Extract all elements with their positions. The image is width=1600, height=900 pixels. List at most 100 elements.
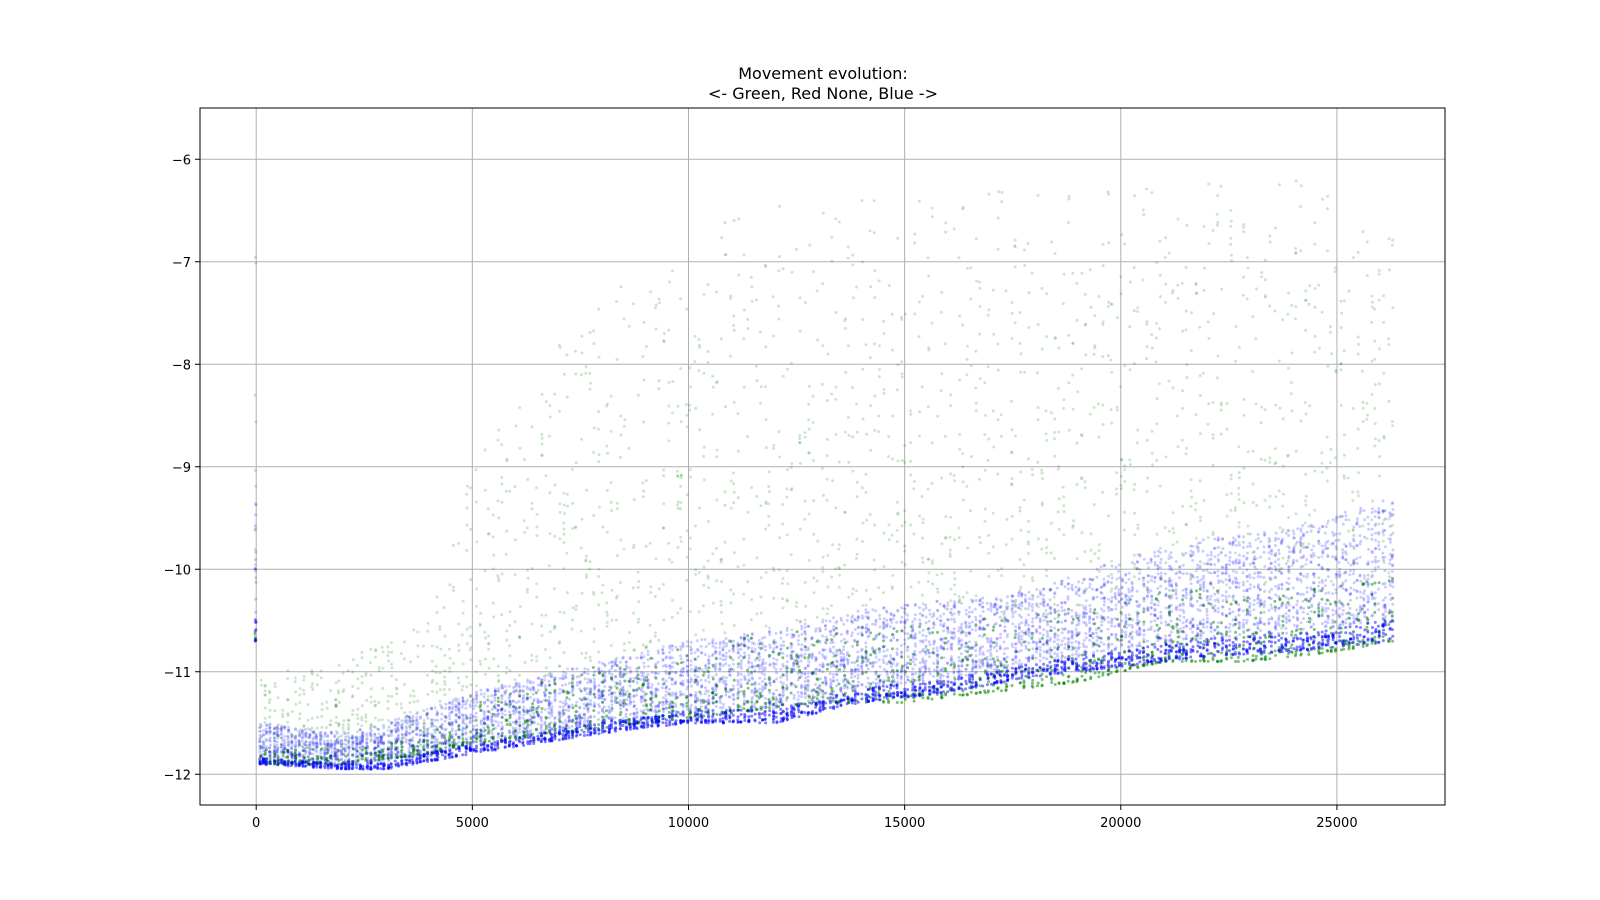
data-point (1075, 677, 1079, 681)
data-point (1339, 326, 1343, 330)
data-point (469, 693, 473, 697)
data-point (1176, 445, 1180, 449)
data-point (715, 712, 719, 716)
data-point (465, 523, 469, 527)
data-point (846, 256, 850, 260)
data-point (723, 631, 727, 635)
data-point (935, 573, 939, 577)
data-point (707, 666, 711, 670)
data-point (580, 334, 584, 338)
data-point (1211, 433, 1215, 437)
data-point (290, 734, 294, 737)
data-point (1067, 607, 1071, 611)
data-point (1115, 408, 1119, 412)
data-point (411, 746, 414, 750)
data-point (1290, 596, 1294, 600)
data-point (1010, 428, 1014, 432)
data-point (1000, 574, 1004, 578)
data-point (316, 715, 319, 719)
data-point (381, 650, 385, 654)
data-point (310, 685, 314, 689)
series-green (253, 179, 1395, 766)
data-point (469, 646, 473, 650)
data-point (430, 669, 434, 673)
data-point (1229, 209, 1233, 212)
data-point (1053, 417, 1057, 421)
data-point (525, 692, 529, 696)
data-point (1230, 259, 1234, 263)
data-point (732, 323, 736, 327)
data-point (901, 664, 904, 668)
data-point (1071, 342, 1075, 345)
data-point (1022, 685, 1026, 689)
data-point (953, 479, 957, 483)
data-point (720, 622, 724, 626)
data-point (1075, 483, 1079, 486)
data-point (451, 700, 454, 704)
data-point (1014, 629, 1017, 633)
data-point (369, 723, 373, 727)
data-point (547, 434, 551, 438)
data-point (334, 739, 338, 743)
data-point (1093, 346, 1097, 350)
data-point (342, 719, 346, 723)
data-point (439, 647, 443, 651)
data-point (834, 217, 838, 221)
data-point (996, 686, 1000, 690)
data-point (464, 750, 468, 754)
data-point (514, 424, 518, 428)
data-point (544, 474, 548, 478)
data-point (286, 743, 290, 747)
data-point (387, 719, 391, 722)
data-point (917, 580, 921, 584)
data-point (821, 570, 825, 573)
data-point (795, 605, 798, 609)
data-point (360, 675, 364, 678)
data-point (777, 430, 781, 434)
data-point (272, 732, 276, 736)
data-point (1115, 405, 1119, 409)
data-point (781, 656, 785, 660)
data-point (986, 313, 990, 317)
data-point (1013, 238, 1017, 242)
data-point (386, 707, 390, 711)
data-point (448, 583, 452, 587)
data-point (469, 730, 473, 734)
data-point (610, 588, 614, 592)
data-point (382, 757, 386, 761)
data-point (1106, 305, 1110, 308)
data-point (571, 618, 574, 622)
data-point (342, 753, 346, 756)
data-point (267, 701, 271, 704)
data-point (1132, 266, 1136, 269)
data-point (614, 618, 618, 622)
data-point (1274, 653, 1277, 657)
data-point (877, 586, 881, 590)
data-point (399, 739, 403, 743)
data-point (468, 719, 472, 723)
data-point (1171, 527, 1175, 531)
data-point (1290, 303, 1294, 307)
data-point (693, 360, 697, 364)
data-point (311, 688, 315, 691)
data-point (830, 235, 834, 239)
data-point (864, 472, 868, 476)
data-point (1107, 241, 1111, 245)
data-point (1145, 438, 1149, 442)
data-point (890, 647, 894, 651)
data-point (676, 500, 680, 504)
data-point (821, 344, 825, 348)
data-point (364, 746, 368, 750)
data-point (491, 601, 495, 605)
data-point (992, 445, 996, 449)
data-point (1022, 563, 1026, 567)
data-point (1260, 271, 1264, 275)
data-point (360, 724, 364, 728)
data-point (419, 760, 422, 764)
data-point (807, 558, 811, 562)
data-point (649, 591, 653, 594)
data-point (685, 425, 689, 429)
data-point (846, 245, 850, 249)
data-point (798, 527, 802, 531)
data-point (821, 681, 825, 685)
